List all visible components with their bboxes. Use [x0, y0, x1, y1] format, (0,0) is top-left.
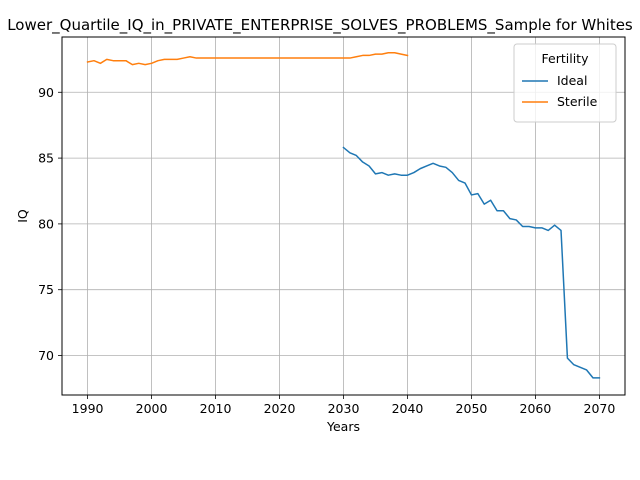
legend-title: Fertility [542, 51, 590, 66]
legend-label-ideal: Ideal [557, 73, 587, 88]
legend-entries: Ideal Sterile [522, 73, 598, 109]
y-tick-label: 85 [38, 151, 54, 166]
y-tick-label: 70 [38, 348, 54, 363]
x-tick-label: 2030 [328, 401, 360, 416]
x-tick-label: 2000 [136, 401, 168, 416]
x-tick-label: 2050 [456, 401, 488, 416]
y-tick-label: 75 [38, 282, 54, 297]
x-tick-label: 2020 [264, 401, 296, 416]
y-tick-label: 90 [38, 85, 54, 100]
x-axis-label: Years [326, 419, 360, 434]
x-tick-label: 1990 [72, 401, 104, 416]
x-tick-label: 2070 [584, 401, 616, 416]
x-tick-label: 2060 [520, 401, 552, 416]
y-tick-label: 80 [38, 216, 54, 231]
series-line-sterile [86, 52, 409, 66]
y-axis-label: IQ [15, 209, 30, 223]
legend: Fertility Ideal Sterile [513, 43, 617, 123]
series-lines [86, 52, 601, 379]
chart-title: Lower_Quartile_IQ_in_PRIVATE_ENTERPRISE_… [7, 16, 633, 35]
x-tick-label: 2010 [200, 401, 232, 416]
series-line-ideal [342, 146, 601, 379]
axis-ticks: 1990 2000 2010 2020 2030 2040 2050 2060 2070 70 75… [38, 85, 615, 416]
legend-label-sterile: Sterile [557, 94, 598, 109]
x-tick-label: 2040 [392, 401, 424, 416]
